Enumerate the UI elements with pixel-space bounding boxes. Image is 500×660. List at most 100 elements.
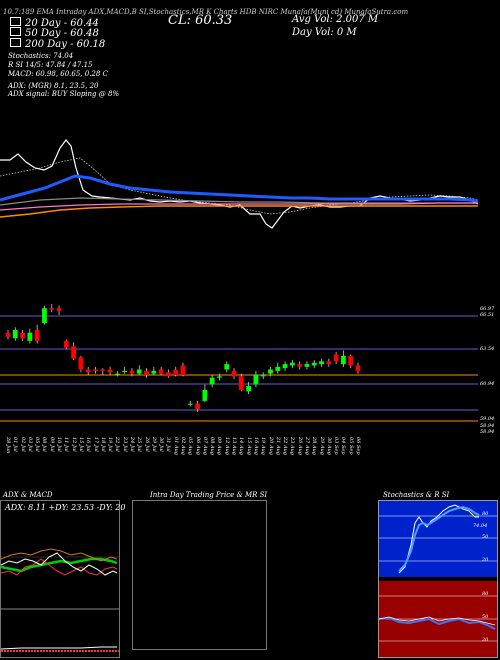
ema-dotted-line	[0, 157, 479, 215]
candle-body	[34, 330, 40, 341]
candle-body	[158, 369, 164, 374]
candle-body	[56, 308, 62, 311]
adx-orange-line	[1, 548, 118, 562]
candle-body	[202, 390, 208, 401]
candle-body	[333, 354, 339, 362]
candlesticks	[5, 304, 361, 412]
rsi-white-line	[379, 616, 496, 626]
candle-body	[100, 369, 106, 371]
candle-body	[107, 369, 113, 373]
date-label: 05 Sep	[347, 437, 354, 455]
price-label-1: 66.97	[480, 306, 495, 312]
date-axis: 28 Jun 01 Jul 02 Jul 03 Jul 05 Jul 08 Jul 09 J…	[0, 435, 500, 490]
legend-20day: 20 Day - 60.44	[10, 17, 99, 29]
candle-body	[311, 362, 317, 366]
legend-box	[10, 17, 21, 26]
candle-body	[166, 372, 171, 377]
adx-readout: ADX: (MGR) 8.1, 23.5, 20	[8, 82, 99, 90]
day-volume: Day Vol: 0 M	[292, 27, 357, 38]
date-label: 13 Aug	[231, 437, 238, 455]
macd-readout: MACD: 60.98, 60.65, 0.28 C	[8, 70, 108, 78]
date-label: 22 Jul	[114, 437, 121, 452]
date-label: 14 Aug	[238, 437, 245, 455]
candle-body	[268, 369, 273, 374]
stoch-label-50: 50	[482, 534, 489, 540]
price-label-3: 63.54	[480, 346, 495, 352]
stoch-d-line	[398, 505, 480, 572]
date-label: 08 Aug	[209, 437, 216, 455]
candle-body	[85, 369, 91, 373]
candle-body	[151, 370, 157, 374]
date-label: 28 Jun	[5, 437, 11, 454]
adx-white-line	[1, 552, 118, 576]
rsi-readout: R SI 14/5: 47.84 / 47.15	[8, 61, 93, 69]
stoch-k-line	[398, 504, 479, 574]
candle-body	[144, 370, 149, 375]
date-label: 25 Jul	[136, 437, 143, 452]
date-label: 10 Jul	[56, 437, 63, 452]
date-label: 12 Aug	[223, 437, 230, 455]
candle-body	[319, 361, 324, 365]
stoch-rsi-panel: 80 50 20 74.04 80 50 20	[378, 500, 498, 658]
candle-body	[173, 369, 179, 375]
ema-orange-line	[0, 205, 478, 218]
date-label: 01 Jul	[12, 437, 19, 452]
candle-body	[326, 361, 332, 365]
candle-body	[275, 366, 281, 371]
candle-body	[224, 364, 230, 370]
price-label-7: 58.94	[480, 429, 495, 435]
candle-body	[71, 346, 77, 359]
candle-body	[180, 365, 186, 375]
date-label: 03 Sep	[333, 437, 340, 455]
candle-body	[20, 332, 25, 339]
date-label: 22 Aug	[282, 437, 289, 455]
candle-body	[136, 369, 142, 374]
date-label: 26 Aug	[296, 437, 303, 455]
stoch-label-20: 20	[482, 557, 489, 563]
close-price: CL: 60.33	[168, 13, 233, 28]
price-label-4: 60.94	[480, 381, 495, 387]
adx-macd-plot	[1, 548, 119, 652]
date-label: 05 Jul	[34, 437, 41, 452]
date-label: 15 Aug	[245, 437, 252, 455]
date-label: 15 Jul	[77, 437, 84, 452]
candle-body	[282, 364, 288, 369]
candle-body	[260, 375, 266, 377]
candle-body	[49, 308, 55, 310]
adx-signal: ADX signal: BUY Sloping @ 8%	[8, 90, 120, 98]
date-label: 28 Aug	[311, 437, 318, 455]
intraday-panel	[132, 500, 267, 650]
date-label: 29 Aug	[318, 437, 325, 455]
date-label: 24 Jul	[128, 437, 135, 452]
candle-body	[341, 355, 346, 365]
date-label: 16 Jul	[85, 437, 92, 452]
date-label: 27 Aug	[303, 437, 310, 455]
candle-body	[27, 332, 33, 341]
panel-title-adx: ADX & MACD	[3, 491, 53, 499]
date-label: 23 Jul	[121, 437, 128, 452]
price-label-2: 66.51	[480, 312, 495, 318]
candle-body	[93, 369, 98, 371]
candle-body	[12, 330, 18, 339]
stoch-readout: Stochastics: 74.04	[8, 52, 74, 60]
date-label: 08 Jul	[41, 437, 48, 452]
candle-body	[5, 332, 11, 337]
panel-title-stoch: Stochastics & R SI	[383, 491, 450, 499]
candle-body	[348, 355, 354, 366]
legend-200day: 200 Day - 60.18	[10, 38, 105, 50]
candle-body	[246, 385, 252, 392]
ema-white-line	[0, 139, 479, 229]
price-label-6: 58.94	[480, 423, 495, 429]
candle-body	[253, 375, 259, 385]
rsi-label-20: 20	[482, 637, 489, 643]
date-label: 23 Aug	[289, 437, 296, 455]
candle-body	[297, 364, 303, 367]
legend-box	[10, 38, 21, 47]
date-label: 04 Sep	[340, 437, 347, 455]
candle-body	[217, 376, 222, 378]
date-label: 02 Aug	[180, 437, 186, 455]
date-label: 20 Aug	[267, 437, 274, 455]
date-label: 11 Jul	[63, 437, 70, 452]
candle-body	[355, 365, 361, 371]
date-label: 21 Aug	[274, 437, 281, 455]
